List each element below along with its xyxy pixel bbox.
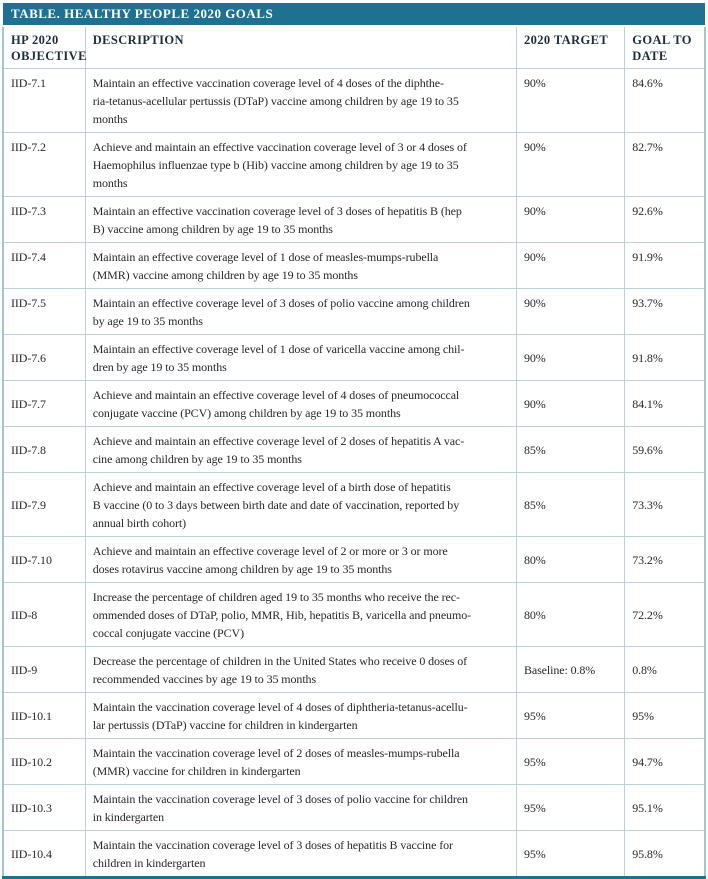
table-title: TABLE. HEALTHY PEOPLE 2020 GOALS [11, 6, 274, 21]
description-cell: Achieve and maintain an effective covera… [84, 426, 517, 473]
description-cell: Decrease the percentage of children in t… [84, 646, 517, 693]
goal-cell: 95.1% [624, 784, 706, 831]
table-page: TABLE. HEALTHY PEOPLE 2020 GOALS HP 2020… [2, 3, 706, 879]
goal-cell: 94.7% [624, 738, 706, 785]
table-row: IID-10.4 Maintain the vaccination covera… [2, 830, 706, 878]
target-cell: 85% [515, 472, 626, 537]
target-cell: 90% [515, 196, 626, 243]
table-row: IID-7.9 Achieve and maintain an effectiv… [2, 472, 706, 537]
objective-cell: IID-7.4 [2, 242, 86, 289]
description-cell: Maintain the vaccination coverage level … [84, 784, 517, 831]
goal-cell: 82.7% [624, 132, 706, 197]
target-cell: 80% [515, 582, 626, 647]
target-cell: 90% [515, 132, 626, 197]
goal-cell: 93.7% [624, 288, 706, 335]
column-header-goal: GOAL TO DATE [624, 27, 706, 69]
objective-cell: IID-7.8 [2, 426, 86, 473]
target-cell: 95% [515, 830, 626, 878]
objective-cell: IID-7.2 [2, 132, 86, 197]
target-cell: 90% [515, 242, 626, 289]
goal-cell: 91.8% [624, 334, 706, 381]
goal-cell: 84.1% [624, 380, 706, 427]
table-row: IID-7.7 Achieve and maintain an effectiv… [2, 380, 706, 427]
description-cell: Maintain an effective coverage level of … [84, 334, 517, 381]
goal-cell: 59.6% [624, 426, 706, 473]
description-cell: Maintain the vaccination coverage level … [84, 738, 517, 785]
target-cell: 85% [515, 426, 626, 473]
description-cell: Achieve and maintain an effective covera… [84, 472, 517, 537]
column-header-target: 2020 TARGET [515, 27, 626, 69]
objective-cell: IID-7.7 [2, 380, 86, 427]
description-cell: Achieve and maintain an effective vaccin… [84, 132, 517, 197]
objective-cell: IID-10.3 [2, 784, 86, 831]
objective-cell: IID-9 [2, 646, 86, 693]
objective-cell: IID-7.5 [2, 288, 86, 335]
objective-cell: IID-7.9 [2, 472, 86, 537]
description-cell: Maintain an effective vaccination covera… [84, 68, 517, 133]
goal-cell: 84.6% [624, 68, 706, 133]
objective-cell: IID-7.3 [2, 196, 86, 243]
table-row: IID-10.3 Maintain the vaccination covera… [2, 784, 706, 831]
column-header-objective: HP 2020 OBJECTIVE [2, 27, 86, 69]
goal-cell: 0.8% [624, 646, 706, 693]
table-row: IID-7.5 Maintain an effective coverage l… [2, 288, 706, 335]
description-cell: Increase the percentage of children aged… [84, 582, 517, 647]
healthy-people-2020-goals-table: HP 2020 OBJECTIVE DESCRIPTION 2020 TARGE… [2, 27, 706, 879]
table-row: IID-9 Decrease the percentage of childre… [2, 646, 706, 693]
target-cell: 80% [515, 536, 626, 583]
target-cell: 90% [515, 288, 626, 335]
table-row: IID-7.10 Achieve and maintain an effecti… [2, 536, 706, 583]
description-cell: Maintain an effective coverage level of … [84, 242, 517, 289]
table-row: IID-7.6 Maintain an effective coverage l… [2, 334, 706, 381]
table-row: IID-7.8 Achieve and maintain an effectiv… [2, 426, 706, 473]
table-row: IID-7.1 Maintain an effective vaccinatio… [2, 68, 706, 133]
target-cell: 90% [515, 334, 626, 381]
objective-cell: IID-10.2 [2, 738, 86, 785]
objective-cell: IID-8 [2, 582, 86, 647]
objective-cell: IID-7.10 [2, 536, 86, 583]
column-header-description: DESCRIPTION [84, 27, 517, 69]
target-cell: 90% [515, 68, 626, 133]
table-row: IID-7.2 Achieve and maintain an effectiv… [2, 132, 706, 197]
goal-cell: 91.9% [624, 242, 706, 289]
table-row: IID-7.4 Maintain an effective coverage l… [2, 242, 706, 289]
description-cell: Achieve and maintain an effective covera… [84, 536, 517, 583]
goal-cell: 92.6% [624, 196, 706, 243]
target-cell: 90% [515, 380, 626, 427]
goal-cell: 73.3% [624, 472, 706, 537]
goal-cell: 72.2% [624, 582, 706, 647]
table-row: IID-7.3 Maintain an effective vaccinatio… [2, 196, 706, 243]
objective-cell: IID-7.1 [2, 68, 86, 133]
description-cell: Maintain an effective vaccination covera… [84, 196, 517, 243]
target-cell: 95% [515, 738, 626, 785]
table-row: IID-10.2 Maintain the vaccination covera… [2, 738, 706, 785]
target-cell: Baseline: 0.8% [515, 646, 626, 693]
description-cell: Achieve and maintain an effective covera… [84, 380, 517, 427]
target-cell: 95% [515, 784, 626, 831]
objective-cell: IID-10.4 [2, 830, 86, 878]
table-row: IID-8 Increase the percentage of childre… [2, 582, 706, 647]
header-row: HP 2020 OBJECTIVE DESCRIPTION 2020 TARGE… [2, 27, 706, 69]
objective-cell: IID-7.6 [2, 334, 86, 381]
description-cell: Maintain the vaccination coverage level … [84, 830, 517, 878]
table-title-bar: TABLE. HEALTHY PEOPLE 2020 GOALS [3, 3, 705, 25]
description-cell: Maintain an effective coverage level of … [84, 288, 517, 335]
goal-cell: 95.8% [624, 830, 706, 878]
goal-cell: 73.2% [624, 536, 706, 583]
